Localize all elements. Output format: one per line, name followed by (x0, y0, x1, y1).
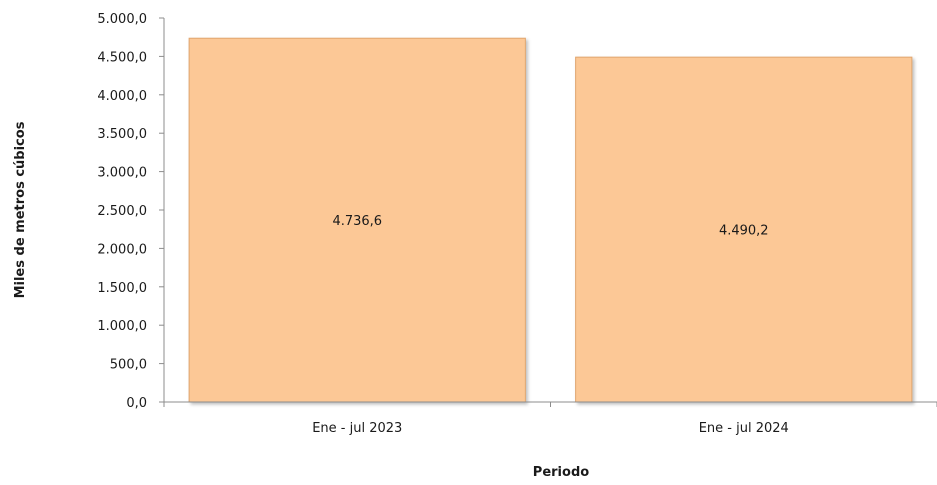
bar-data-label: 4.736,6 (332, 214, 382, 229)
y-tick-label: 2.500,0 (97, 204, 147, 219)
y-tick-label: 4.500,0 (97, 50, 147, 65)
y-tick-label: 3.500,0 (97, 127, 147, 142)
y-tick-label: 3.000,0 (97, 166, 147, 181)
y-axis-title: Miles de metros cúbicos (13, 121, 28, 298)
y-tick-label: 5.000,0 (97, 12, 147, 27)
y-tick-label: 0,0 (126, 396, 147, 411)
y-tick-label: 1.000,0 (97, 319, 147, 334)
x-tick-label: Ene - jul 2023 (312, 421, 402, 436)
y-tick-label: 2.000,0 (97, 242, 147, 257)
bar (575, 56, 913, 403)
y-tick-label: 1.500,0 (97, 281, 147, 296)
bars: 4.736,6 4.490,2 (188, 37, 913, 403)
y-tick-label: 500,0 (110, 358, 147, 373)
y-tick-label: 4.000,0 (97, 89, 147, 104)
y-axis-ticks: 0,0 500,0 1.000,0 1.500,0 2.000,0 2.500,0 3.00… (97, 12, 164, 411)
x-tick-label: Ene - jul 2024 (699, 421, 789, 436)
x-axis-title: Periodo (533, 465, 589, 480)
bar (188, 37, 526, 403)
bar-data-label: 4.490,2 (719, 224, 769, 239)
x-axis-ticks: Ene - jul 2023 Ene - jul 2024 (163, 402, 937, 436)
